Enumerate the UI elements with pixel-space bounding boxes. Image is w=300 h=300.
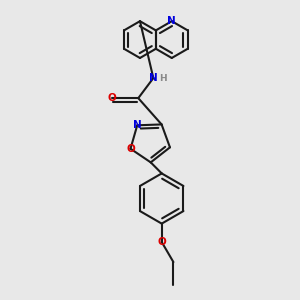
Text: N: N [149, 73, 158, 83]
Text: O: O [126, 144, 135, 154]
Text: N: N [133, 120, 142, 130]
Text: H: H [160, 74, 167, 82]
Text: O: O [157, 237, 166, 247]
Text: O: O [108, 93, 117, 103]
Text: N: N [167, 16, 176, 26]
